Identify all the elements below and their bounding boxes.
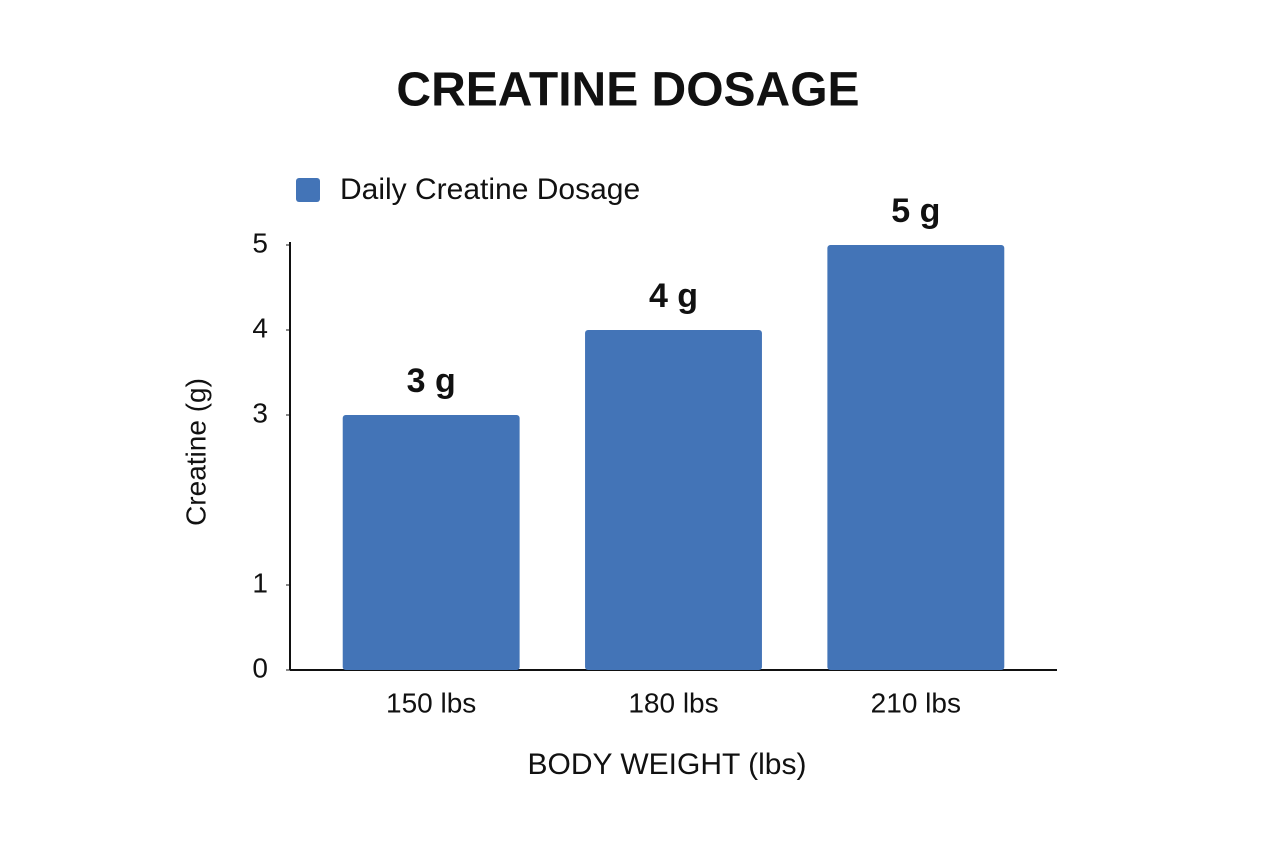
bar: [585, 330, 762, 670]
y-tick-label: 5: [252, 227, 268, 258]
value-label: 4 g: [649, 277, 698, 315]
legend-label: Daily Creatine Dosage: [340, 173, 640, 206]
value-label: 3 g: [407, 362, 456, 400]
y-axis-label: Creatine (g): [180, 378, 211, 526]
y-tick-label: 1: [252, 567, 268, 598]
bar: [827, 245, 1005, 670]
x-tick-label: 180 lbs: [628, 687, 718, 718]
y-tick-label: 0: [252, 652, 268, 683]
x-axis-label: BODY WEIGHT (lbs): [528, 748, 807, 781]
y-tick-label: 3: [252, 397, 268, 428]
chart-title: CREATINE DOSAGE: [396, 64, 859, 117]
x-tick-label: 210 lbs: [871, 687, 961, 718]
value-label: 5 g: [891, 192, 940, 230]
x-tick-label: 150 lbs: [386, 687, 476, 718]
bar: [342, 415, 520, 670]
legend-swatch: [296, 178, 320, 202]
y-tick-label: 4: [252, 312, 268, 343]
